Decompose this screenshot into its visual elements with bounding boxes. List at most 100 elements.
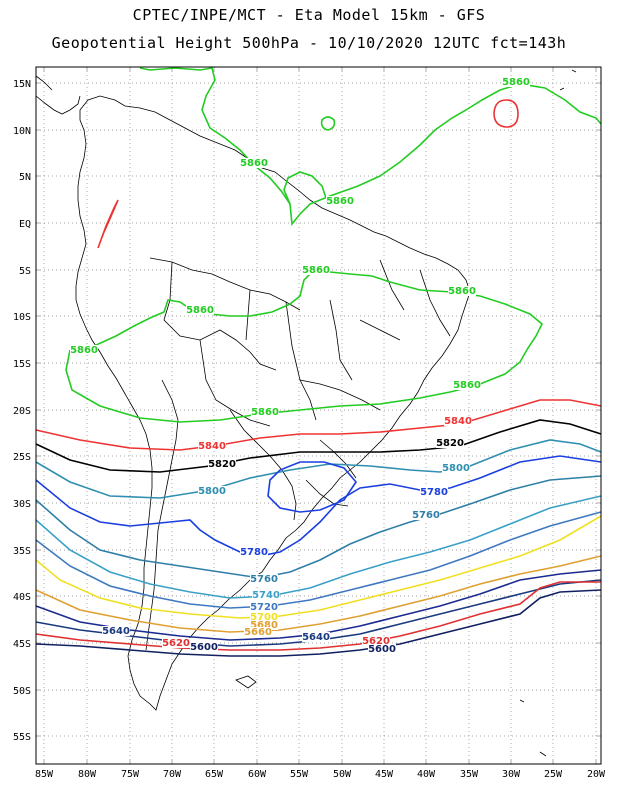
lat-label: 40S — [13, 592, 31, 603]
lon-label: 60W — [248, 769, 267, 780]
lon-label: 80W — [78, 769, 97, 780]
contour-label-bg — [368, 644, 396, 654]
lat-label: 55S — [13, 732, 31, 743]
lon-label: 20W — [587, 769, 606, 780]
contour-label: 5860 — [240, 158, 268, 169]
contour-label: 5660 — [244, 627, 272, 638]
contour-label: 5860 — [70, 345, 98, 356]
contour-label: 5820 — [436, 438, 464, 449]
contour-label-bg — [453, 380, 481, 390]
contour-5680 — [35, 555, 602, 633]
contour-label-bg — [252, 590, 280, 600]
contour-5780-loop — [267, 461, 358, 513]
contour-label-bg — [420, 487, 448, 497]
contour-label-bg — [302, 265, 330, 275]
contour-label: 5720 — [250, 602, 278, 613]
lat-label: 5N — [19, 172, 31, 183]
contour-5840-north — [97, 199, 119, 249]
coastlines — [35, 69, 577, 757]
contour-label-bg — [444, 416, 472, 426]
chart-title-line2: Geopotential Height 500hPa - 10/10/2020 … — [51, 34, 567, 52]
contour-label-bg — [244, 627, 272, 637]
contour-5820 — [35, 419, 602, 473]
lon-label: 25W — [544, 769, 563, 780]
contour-label: 5700 — [250, 612, 278, 623]
lat-label: 10N — [13, 126, 31, 137]
lon-label: 50W — [333, 769, 352, 780]
chart-title-line1: CPTEC/INPE/MCT - Eta Model 15km - GFS — [132, 6, 486, 24]
contour-label: 5780 — [240, 547, 268, 558]
contour-label: 5800 — [198, 486, 226, 497]
contour-label: 5840 — [198, 441, 226, 452]
lon-label: 45W — [375, 769, 394, 780]
contour-label-bg — [251, 407, 279, 417]
contour-label: 5620 — [162, 638, 190, 649]
lat-label: 15S — [13, 359, 31, 370]
lon-label: 55W — [290, 769, 309, 780]
contour-label: 5860 — [453, 380, 481, 391]
contour-label: 5600 — [368, 644, 396, 655]
contour-label: 5760 — [412, 510, 440, 521]
lon-label: 40W — [417, 769, 436, 780]
contour-label-bg — [198, 486, 226, 496]
contour-label: 5860 — [448, 286, 476, 297]
contour-label-bg — [502, 77, 530, 87]
contour-label: 5740 — [252, 590, 280, 601]
lat-label: 20S — [13, 406, 31, 417]
contour-label: 5860 — [326, 196, 354, 207]
contour-label: 5680 — [250, 620, 278, 631]
contour-label-bg — [240, 158, 268, 168]
contour-label: 5600 — [190, 642, 218, 653]
lat-label: 45S — [13, 639, 31, 650]
contour-label: 5820 — [208, 459, 236, 470]
plot-frame — [35, 66, 602, 765]
contour-label: 5760 — [250, 574, 278, 585]
axis-labels: 15N 10N 5N EQ 5S 10S 15S 20S 25S 30S 35S 40S 45S 50S 5… — [13, 79, 606, 780]
lat-label: 30S — [13, 499, 31, 510]
lon-label: 70W — [163, 769, 182, 780]
contour-5800 — [35, 439, 602, 499]
contour-5660 — [35, 569, 602, 641]
lon-label: 30W — [502, 769, 521, 780]
contour-label-bg — [162, 638, 190, 648]
lat-label: EQ — [19, 219, 31, 230]
contour-5860-north-b — [283, 171, 327, 205]
contour-label: 5860 — [502, 77, 530, 88]
lon-label: 65W — [205, 769, 224, 780]
contour-label: 5620 — [362, 636, 390, 647]
contour-label-bg — [198, 441, 226, 451]
brazil-states — [299, 259, 451, 411]
contour-label-bg — [442, 463, 470, 473]
small-islands — [519, 69, 577, 757]
contour-5780 — [35, 455, 602, 557]
contour-5860-ring — [320, 116, 336, 131]
contour-label: 5800 — [442, 463, 470, 474]
contour-5840 — [35, 399, 602, 451]
graticule — [36, 67, 601, 764]
contour-5600 — [35, 589, 602, 657]
contour-labels: 5860 5860 5860 5860 5860 5860 5860 5860 5860 5840… — [70, 77, 530, 655]
lat-label: 35S — [13, 546, 31, 557]
plot-background — [36, 67, 601, 764]
contour-label: 5640 — [102, 626, 130, 637]
central-america-coastline — [35, 75, 81, 115]
contour-label-bg — [362, 636, 390, 646]
contour-5760 — [35, 475, 602, 579]
contour-label: 5860 — [251, 407, 279, 418]
contour-label: 5640 — [302, 632, 330, 643]
contour-label-bg — [250, 574, 278, 584]
lat-label: 25S — [13, 452, 31, 463]
contour-5740 — [35, 495, 602, 599]
contour-label-bg — [448, 286, 476, 296]
contour-label-bg — [250, 612, 278, 622]
contour-label-bg — [326, 196, 354, 206]
contour-label-bg — [208, 459, 236, 469]
contour-5620 — [35, 581, 601, 651]
contour-5840-ring — [493, 99, 519, 128]
contour-5720 — [35, 511, 602, 609]
islands-falklands — [235, 675, 257, 689]
contour-label-bg — [186, 305, 214, 315]
lat-label: 5S — [19, 266, 31, 277]
contour-5640 — [35, 579, 602, 647]
